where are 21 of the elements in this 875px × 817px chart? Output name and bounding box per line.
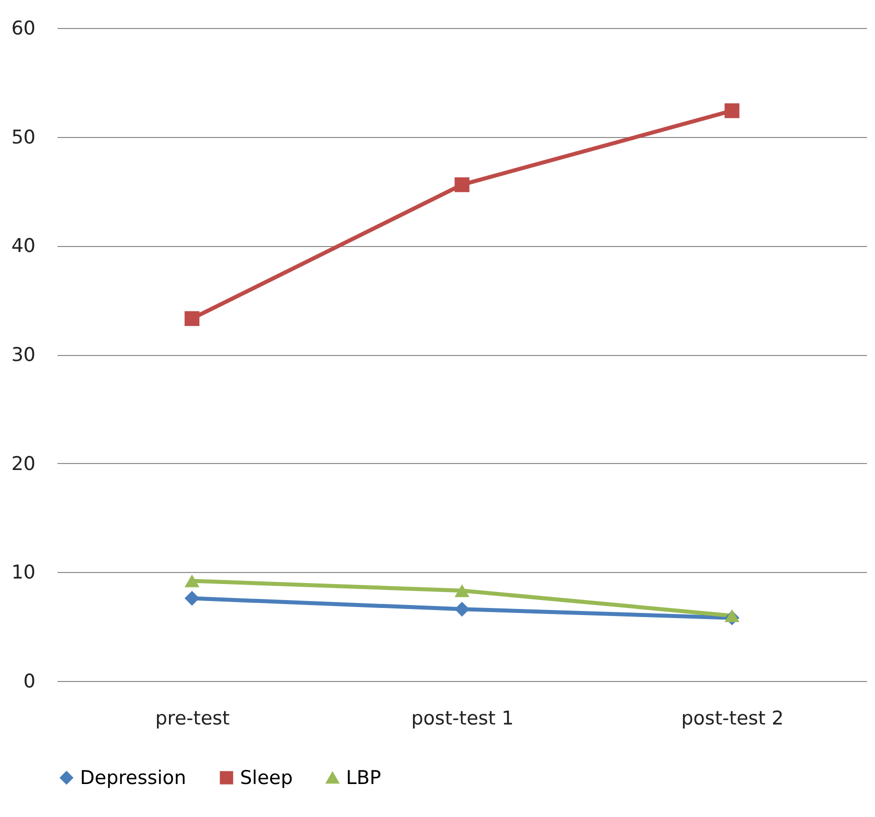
point bbox=[724, 609, 740, 622]
y-tick-label: 40 bbox=[11, 235, 36, 258]
point bbox=[724, 103, 740, 118]
y-tick-label: 30 bbox=[11, 344, 36, 366]
point bbox=[454, 584, 470, 598]
x-tick-label: pre-test bbox=[155, 708, 230, 730]
y-tick-label: 10 bbox=[11, 562, 36, 584]
y-tick-label: 50 bbox=[11, 126, 36, 148]
point bbox=[454, 602, 470, 617]
y-tick-label: 60 bbox=[11, 18, 36, 40]
legend-label: Depression bbox=[80, 766, 186, 789]
point bbox=[184, 311, 200, 326]
y-tick-label: 20 bbox=[11, 452, 36, 475]
point bbox=[184, 590, 200, 606]
y-tick-label: 0 bbox=[23, 670, 36, 692]
legend-label: LBP bbox=[346, 766, 382, 789]
legend-label: Sleep bbox=[240, 766, 293, 789]
point bbox=[184, 574, 200, 588]
x-tick-label: post-test 1 bbox=[411, 708, 514, 730]
x-tick-label: post-test 2 bbox=[681, 708, 784, 730]
point bbox=[454, 177, 470, 192]
